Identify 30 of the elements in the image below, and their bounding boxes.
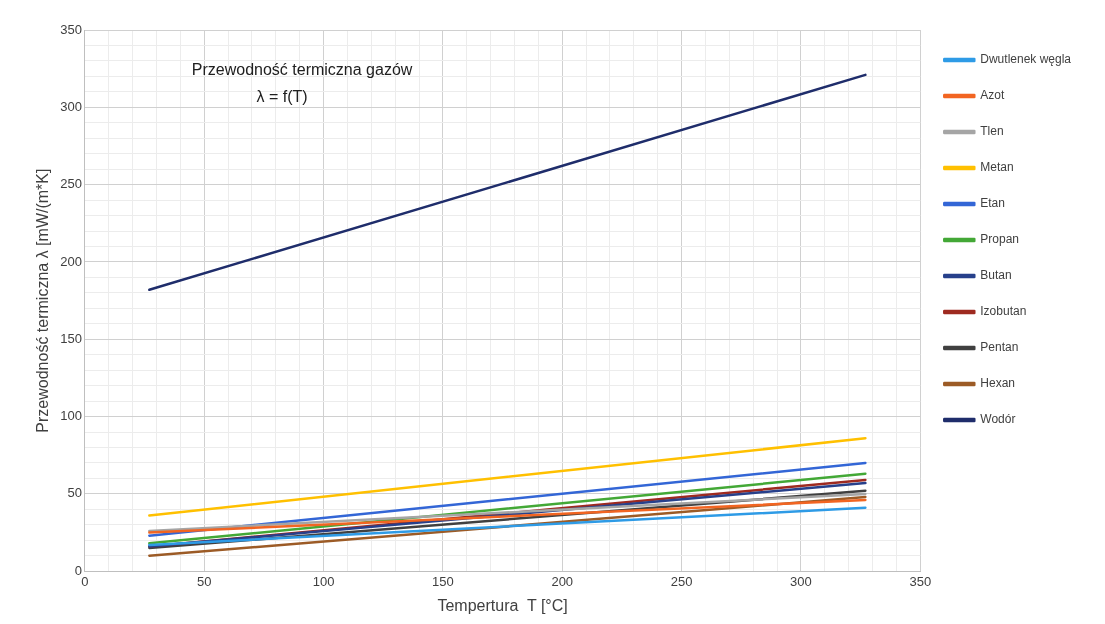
x-tick-label: 100	[312, 573, 335, 589]
x-axis-title: Tempertura T [°C]	[437, 596, 568, 614]
x-tick-label: 50	[197, 573, 212, 589]
x-tick-label: 300	[790, 573, 812, 589]
legend-label: Pentan	[980, 340, 1019, 355]
legend-label: Tlen	[980, 124, 1004, 139]
legend-label: Butan	[980, 268, 1012, 283]
x-tick-label: 350	[909, 573, 932, 589]
x-tick-label: 250	[670, 573, 693, 589]
text: Przewodność termiczna gazów	[191, 61, 413, 78]
legend-label: Dwutlenek węgla	[980, 52, 1072, 67]
legend-label: Propan	[980, 232, 1019, 247]
legend-label: Etan	[980, 196, 1005, 211]
x-tick-label: 150	[432, 573, 454, 589]
y-tick-label: 100	[60, 408, 82, 424]
legend-label: Wodór	[980, 412, 1016, 427]
legend-label: Izobutan	[980, 304, 1027, 319]
y-tick-label: 150	[60, 330, 82, 346]
y-tick-label: 350	[60, 21, 82, 37]
legend-label: Metan	[980, 160, 1014, 175]
legend-label: Azot	[980, 88, 1005, 103]
y-tick-label: 200	[60, 253, 82, 269]
y-tick-label: 50	[67, 485, 82, 501]
y-tick-label: 300	[60, 98, 82, 114]
x-tick-label: 200	[551, 573, 574, 589]
text: λ = f(T)	[256, 88, 308, 105]
y-tick-label: 0	[74, 562, 82, 578]
y-tick-label: 250	[60, 176, 82, 192]
y-axis-title: Przewodność termiczna λ [mW/(m*K]	[34, 168, 52, 433]
legend-label: Hexan	[980, 376, 1015, 391]
